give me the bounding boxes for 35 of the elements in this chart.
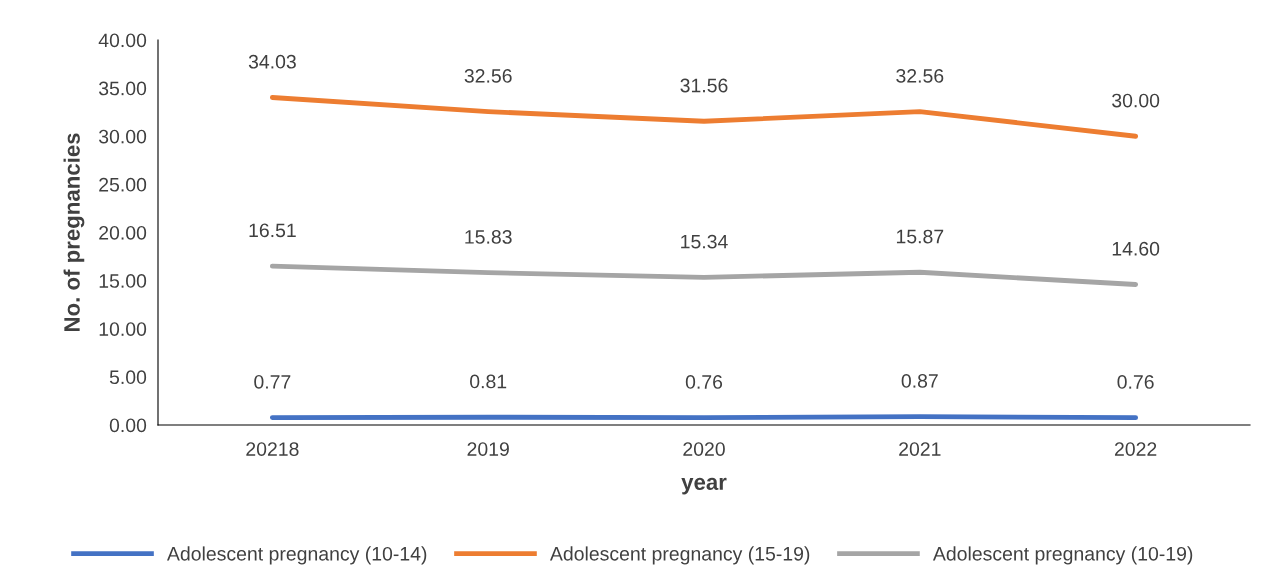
data-label: 30.00 xyxy=(1112,93,1160,108)
line-series xyxy=(269,263,1139,287)
x-tick-label: 2021 xyxy=(899,442,941,456)
data-label: 0.81 xyxy=(470,374,507,389)
data-label: 31.56 xyxy=(680,78,728,93)
y-tick-label: 35.00 xyxy=(98,81,147,96)
data-label: 0.77 xyxy=(254,374,291,389)
y-tick-label: 25.00 xyxy=(99,177,147,192)
y-tick-label: 15.00 xyxy=(99,274,147,288)
data-label: 15.87 xyxy=(896,229,944,244)
data-label: 32.56 xyxy=(896,69,944,83)
y-axis-title: No. of pregnancies xyxy=(63,133,85,332)
data-label: 0.76 xyxy=(1117,375,1154,389)
y-tick-label: 30.00 xyxy=(98,129,147,144)
data-label: 34.03 xyxy=(248,54,296,69)
y-tick-label: 5.00 xyxy=(109,370,147,385)
data-label: 15.34 xyxy=(681,234,728,249)
y-tick-label: 20.00 xyxy=(99,225,147,240)
x-axis-title: year xyxy=(681,477,727,495)
data-label: 32.56 xyxy=(464,69,512,83)
legend-label: Adolescent pregnancy (15-19) xyxy=(549,546,810,565)
data-label: 15.83 xyxy=(465,230,512,244)
x-tick-label: 2022 xyxy=(1114,442,1157,456)
data-label: 0.76 xyxy=(685,375,723,389)
x-tick-label: 2019 xyxy=(467,442,509,456)
data-label: 0.87 xyxy=(901,374,938,388)
data-label: 16.51 xyxy=(249,223,296,238)
legend-label: Adolescent pregnancy (10-14) xyxy=(166,546,427,565)
y-tick-label: 10.00 xyxy=(99,322,147,336)
x-tick-label: 20218 xyxy=(246,442,299,456)
legend-label: Adolescent pregnancy (10-19) xyxy=(932,546,1193,565)
y-tick-label: 40.00 xyxy=(98,33,147,48)
y-tick-label: 0.00 xyxy=(109,418,147,433)
x-tick-label: 2020 xyxy=(683,442,725,456)
data-label: 14.60 xyxy=(1112,241,1160,256)
